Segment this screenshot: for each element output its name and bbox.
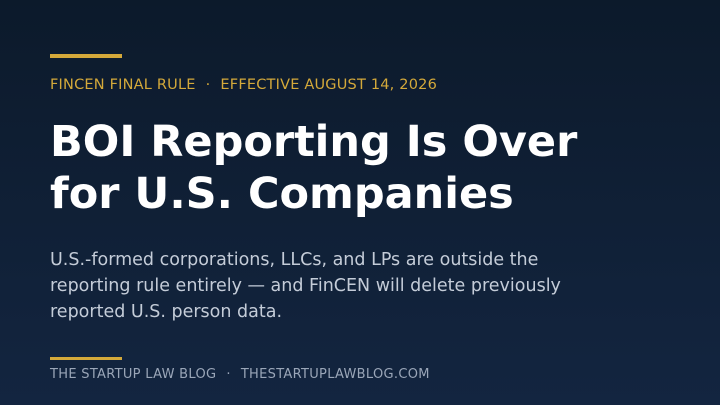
separator: · xyxy=(226,367,231,382)
separator: · xyxy=(205,77,211,93)
title-line: BOI Reporting Is Over xyxy=(50,117,578,167)
footer: THE STARTUP LAW BLOG · THESTARTUPLAWBLOG.C… xyxy=(50,367,430,382)
accent-bar xyxy=(50,54,122,58)
body-line: reporting rule entirely — and FinCEN wil… xyxy=(50,276,561,296)
title: BOI Reporting Is Over for U.S. Companies xyxy=(50,116,577,220)
body: U.S.-formed corporations, LLCs, and LPs … xyxy=(50,247,561,325)
title-line: for U.S. Companies xyxy=(50,169,514,219)
kicker-item: FINCEN FINAL RULE xyxy=(50,77,196,93)
footer-item: THE STARTUP LAW BLOG xyxy=(50,367,217,382)
body-line: U.S.-formed corporations, LLCs, and LPs … xyxy=(50,250,539,270)
kicker-item: EFFECTIVE AUGUST 14, 2026 xyxy=(220,77,437,93)
footer-item: THESTARTUPLAWBLOG.COM xyxy=(240,367,430,382)
kicker: FINCEN FINAL RULE · EFFECTIVE AUGUST 14, 2… xyxy=(50,77,437,93)
body-line: reported U.S. person data. xyxy=(50,302,283,322)
accent-bar xyxy=(50,357,122,360)
